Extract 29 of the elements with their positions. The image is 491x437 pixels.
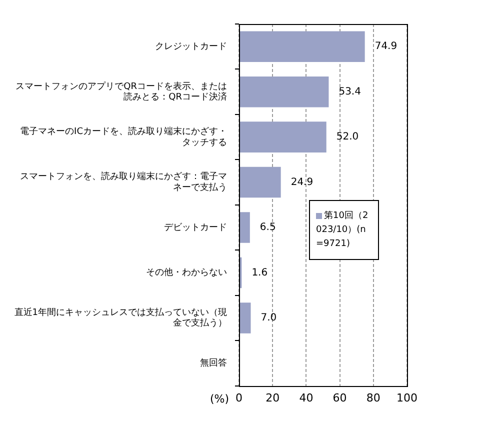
bar [240,212,250,243]
y-tick-label: 直近1年間にキャッシュレスでは支払っていない（現金で支払う） [14,306,227,329]
y-tick-label: スマートフォンのアプリでQRコードを表示、または読みとる：QRコード決済 [16,80,227,103]
bar [240,122,326,152]
x-tick-label: 20 [266,391,280,404]
legend-label: 第10回（2023/10）(n=9721) [316,210,370,251]
data-label: 6.5 [260,222,276,234]
data-label: 1.6 [252,267,268,278]
y-tick-label: スマートフォンを、読み取り端末にかざす：電子マネーで支払う [20,171,227,194]
bar [240,31,365,62]
data-label: 53.4 [338,86,361,98]
bar [240,166,281,198]
y-tick-label: 電子マネーのICカードを、読み取り端末にかざす・タッチする [20,126,227,148]
x-tick-label: 60 [332,391,347,404]
data-label: 7.0 [260,312,277,324]
data-label: 74.9 [374,41,398,52]
y-tick-label: クレジットカード [155,42,227,52]
y-tick-label: デビットカード [164,222,227,233]
data-label: 24.9 [290,176,314,188]
x-tick-label: 80 [366,391,380,404]
data-label: 52.0 [336,132,359,143]
y-tick-label: 無回答 [200,358,227,369]
bar [240,302,251,334]
x-axis-title: (%) [210,392,229,406]
x-tick-label: 0 [236,391,242,404]
y-tick-label: その他・わからない [146,267,227,278]
x-tick-label: 100 [396,391,418,404]
bar [240,76,329,108]
x-tick-label: 40 [299,391,314,404]
